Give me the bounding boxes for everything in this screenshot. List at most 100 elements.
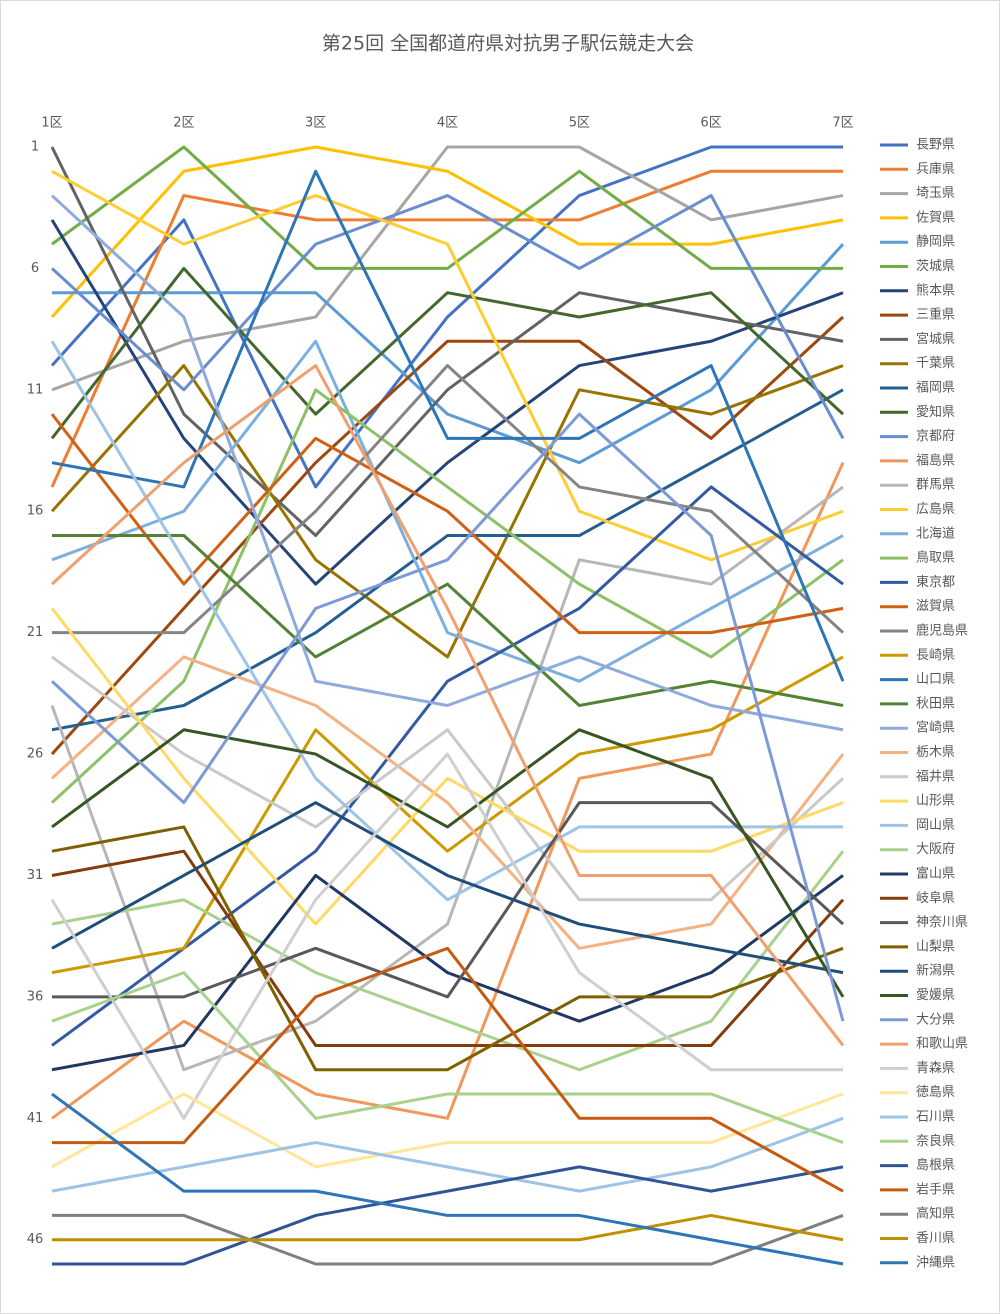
y-tick-label: 41: [27, 1111, 44, 1126]
x-tick-label: 3区: [305, 116, 326, 131]
legend-label: 香川県: [916, 1231, 955, 1246]
legend-label: 北海道: [916, 526, 955, 541]
series-line: [52, 801, 845, 999]
series-line: [51, 655, 845, 902]
legend-label: 山口県: [916, 672, 955, 687]
series-line: [51, 145, 844, 392]
series-line: [50, 388, 844, 804]
series-line: [51, 462, 845, 1120]
legend-label: 岩手県: [916, 1182, 955, 1197]
legend-label: 新潟県: [916, 963, 955, 979]
series-line: [50, 607, 844, 926]
series-line: [50, 219, 844, 586]
chart-title: 第25回 全国都道府県対抗男子駅伝競走大会: [322, 33, 694, 55]
y-tick-label: 46: [27, 1232, 44, 1247]
series-line: [50, 315, 845, 756]
series-line: [50, 194, 845, 440]
series-line: [51, 728, 845, 998]
y-tick-label: 26: [27, 747, 44, 762]
series-line: [52, 243, 845, 465]
series-line: [51, 169, 845, 682]
legend-label: 宮城県: [916, 331, 955, 347]
legend-label: 奈良県: [916, 1133, 955, 1149]
series-line: [50, 655, 845, 950]
series-line: [50, 145, 844, 318]
x-tick-label: 2区: [173, 116, 194, 131]
legend-label: 兵庫県: [916, 162, 955, 177]
series-line: [50, 194, 844, 732]
legend-label: 和歌山県: [916, 1037, 968, 1052]
legend-label: 大阪府: [916, 842, 955, 857]
y-tick-label: 1: [31, 140, 39, 155]
series-line: [50, 364, 845, 1047]
legend-label: 群馬県: [916, 478, 955, 493]
legend-label: 宮崎県: [916, 720, 955, 736]
y-tick-label: 16: [27, 504, 44, 519]
series-line: [51, 145, 843, 270]
series-line: [51, 971, 844, 1144]
series-line: [51, 825, 844, 1072]
legend-label: 滋賀県: [916, 599, 955, 614]
series-line: [52, 1213, 844, 1266]
legend-label: 岡山県: [916, 818, 955, 833]
series-line: [51, 339, 844, 683]
y-tick-label: 36: [27, 989, 44, 1004]
series-line: [50, 752, 843, 1120]
x-tick-label: 6区: [701, 116, 722, 131]
legend-label: 熊本県: [916, 282, 955, 298]
x-tick-label: 5区: [569, 116, 590, 131]
series-line: [51, 850, 845, 1072]
series-line: [51, 388, 844, 732]
series-line: [50, 364, 844, 659]
series-line: [50, 266, 845, 440]
legend-label: 福島県: [916, 453, 955, 468]
x-tick-label: 4区: [437, 116, 458, 131]
legend-label: 広島県: [916, 502, 955, 517]
series-line: [51, 1116, 844, 1193]
y-tick-label: 11: [27, 382, 44, 397]
series-line: [52, 1165, 844, 1266]
legend-label: 青森県: [916, 1061, 955, 1076]
series-line: [50, 146, 844, 538]
series-line: [51, 655, 844, 975]
y-tick-label: 21: [27, 625, 44, 640]
series-line: [52, 534, 844, 707]
legend-label: 島根県: [916, 1158, 955, 1173]
legend-label: 栃木県: [916, 745, 955, 760]
legend-label: 山梨県: [916, 939, 955, 954]
x-tick-label: 1区: [41, 116, 62, 131]
series-line: [50, 412, 845, 1022]
series-line: [51, 169, 844, 562]
legend-label: 石川県: [916, 1110, 955, 1125]
legend-label: 福岡県: [916, 381, 955, 396]
legend-label: 茨城県: [916, 259, 955, 274]
legend-label: 福井県: [916, 769, 955, 784]
legend-label: 鹿児島県: [916, 623, 968, 639]
legend-label: 三重県: [916, 307, 955, 323]
legend-label: 千葉県: [916, 356, 955, 371]
series-line: [52, 946, 844, 1193]
series-line: [51, 849, 845, 1047]
legend-label: 愛媛県: [916, 988, 955, 1003]
series-line: [52, 364, 845, 635]
series-line: [52, 1213, 844, 1242]
y-tick-label: 6: [31, 261, 39, 276]
legend-label: 東京都: [916, 574, 955, 590]
legend-label: 長野県: [916, 138, 955, 153]
series-line: [51, 873, 844, 1072]
series-line: [51, 801, 844, 975]
legend-label: 京都府: [916, 429, 955, 444]
series-line: [50, 485, 844, 1072]
series-line: [50, 413, 844, 635]
series-line: [51, 1092, 844, 1169]
legend-label: 山形県: [916, 794, 955, 809]
legend-label: 愛知県: [916, 404, 955, 420]
x-tick-label: 7区: [832, 116, 853, 131]
legend-label: 高知県: [916, 1206, 955, 1222]
legend-label: 埼玉県: [916, 186, 955, 201]
legend-label: 富山県: [916, 866, 955, 882]
legend-label: 徳島県: [916, 1085, 955, 1100]
series-line: [50, 145, 843, 489]
